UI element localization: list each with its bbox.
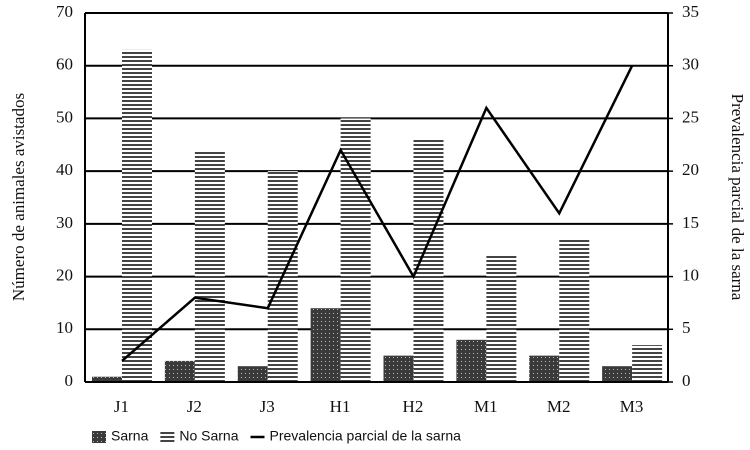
y2-axis-label: Prevalencia parcial de la sarna	[728, 94, 747, 301]
bar	[122, 49, 152, 383]
bar	[486, 255, 517, 382]
bar	[413, 139, 444, 382]
line-series	[121, 65, 634, 362]
bar	[237, 366, 268, 382]
x-tick-label: J1	[114, 397, 129, 416]
x-tick-label: H2	[403, 397, 424, 416]
bar	[383, 355, 414, 382]
legend-swatch	[92, 431, 106, 443]
y2-tick-label: 10	[682, 265, 699, 284]
bar	[92, 376, 122, 382]
bar	[456, 339, 487, 382]
y-tick-label: 60	[56, 55, 73, 74]
bar	[164, 360, 195, 382]
legend-label: Sarna	[111, 428, 149, 444]
y2-tick-label: 25	[682, 107, 699, 126]
x-tick-label: J3	[260, 397, 275, 416]
bar	[194, 150, 225, 382]
y2-tick-label: 5	[682, 318, 691, 337]
y-axis-label: Número de animales avistados	[9, 93, 28, 301]
bar	[602, 366, 633, 382]
x-tick-label: M3	[620, 397, 644, 416]
y-tick-label: 30	[56, 213, 73, 232]
bar	[632, 345, 663, 382]
y-tick-label: 70	[56, 2, 73, 21]
y-tick-label: 50	[56, 107, 73, 126]
y2-tick-label: 15	[682, 213, 699, 232]
y-tick-label: 20	[56, 265, 73, 284]
x-tick-label: M2	[547, 397, 571, 416]
bar	[559, 239, 590, 382]
y-tick-label: 40	[56, 160, 73, 179]
x-tick-label: H1	[330, 397, 351, 416]
legend-label: Prevalencia parcial de la sarna	[270, 428, 462, 444]
bar	[340, 118, 371, 382]
y2-tick-label: 20	[682, 160, 699, 179]
y-tick-label: 0	[65, 371, 74, 390]
x-tick-label: J2	[187, 397, 202, 416]
y2-tick-label: 0	[682, 371, 691, 390]
legend-swatch	[160, 431, 175, 443]
y-tick-label: 10	[56, 318, 73, 337]
y2-tick-label: 30	[682, 55, 699, 74]
legend-label: No Sarna	[179, 428, 238, 444]
y2-tick-label: 35	[682, 2, 699, 21]
bar	[310, 308, 341, 382]
bar	[529, 355, 560, 382]
x-tick-label: M1	[474, 397, 498, 416]
